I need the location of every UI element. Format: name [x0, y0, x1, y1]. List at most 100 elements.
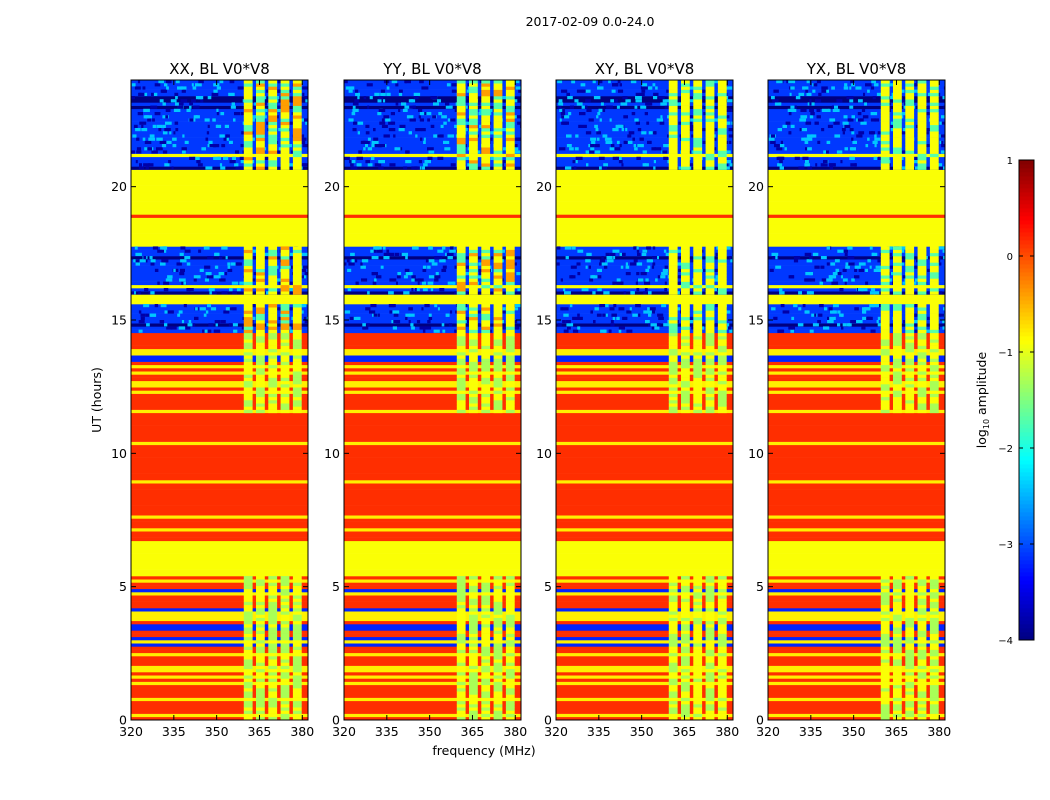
heatmap-row: [131, 198, 308, 202]
band-cell: [292, 678, 302, 682]
heatmap-speckle: [599, 262, 602, 266]
band-cell: [456, 585, 466, 590]
heatmap-speckle: [912, 320, 918, 324]
heatmap-row: [556, 336, 733, 340]
heatmap-speckle: [876, 92, 882, 96]
heatmap-row: [131, 192, 308, 196]
band-cell: [893, 604, 902, 609]
heatmap-row: [768, 627, 945, 631]
heatmap-row: [131, 598, 308, 602]
band-cell: [880, 115, 890, 119]
band-cell: [456, 86, 466, 90]
heatmap-speckle: [346, 259, 350, 263]
band-cell: [681, 697, 690, 702]
y-axis-label: UT (hours): [89, 367, 104, 433]
band-cell: [469, 92, 478, 97]
heatmap-speckle: [164, 83, 168, 87]
band-cell: [681, 259, 690, 263]
band-cell: [256, 259, 265, 263]
heatmap-speckle: [827, 124, 833, 128]
heatmap-speckle: [813, 83, 818, 87]
band-cell: [668, 144, 678, 148]
heatmap-speckle: [829, 166, 833, 170]
band-cell: [717, 92, 727, 97]
heatmap-speckle: [812, 89, 816, 93]
heatmap-speckle: [828, 307, 833, 311]
heatmap-speckle: [875, 265, 883, 269]
heatmap-row: [556, 195, 733, 199]
band-cell: [469, 326, 478, 330]
heatmap-row: [131, 681, 308, 686]
band-cell: [243, 291, 253, 295]
heatmap-speckle: [212, 144, 220, 148]
heatmap-speckle: [616, 156, 622, 160]
band-cell: [893, 348, 902, 353]
heatmap-speckle: [804, 291, 812, 295]
band-cell: [505, 627, 515, 631]
band-cell: [880, 147, 890, 151]
band-cell: [893, 608, 902, 612]
heatmap-row: [131, 140, 308, 145]
band-cell: [681, 601, 690, 606]
heatmap-speckle: [352, 108, 359, 112]
heatmap-speckle: [926, 291, 932, 295]
heatmap-speckle: [392, 310, 400, 314]
heatmap-speckle: [402, 108, 408, 112]
heatmap-row: [768, 582, 945, 586]
heatmap-speckle: [140, 316, 145, 320]
heatmap-speckle: [876, 320, 879, 324]
band-cell: [256, 617, 265, 622]
heatmap-row: [768, 198, 945, 202]
band-cell: [693, 396, 703, 401]
heatmap-speckle: [213, 89, 218, 93]
heatmap-speckle: [465, 272, 470, 276]
band-cell: [481, 160, 491, 164]
heatmap-speckle: [160, 304, 167, 308]
heatmap-speckle: [577, 272, 581, 276]
band-cell: [880, 291, 890, 295]
band-cell: [717, 374, 727, 378]
heatmap-speckle: [651, 265, 655, 269]
heatmap-row: [131, 339, 308, 343]
heatmap-row: [768, 304, 945, 308]
x-tick-label: 365: [248, 724, 272, 739]
heatmap-speckle: [405, 80, 411, 84]
heatmap-row: [131, 633, 308, 638]
heatmap-image: [131, 80, 308, 720]
heatmap-row: [131, 368, 308, 372]
heatmap-speckle: [232, 291, 237, 295]
band-cell: [481, 332, 491, 337]
heatmap-speckle: [430, 96, 437, 100]
heatmap-speckle: [597, 137, 600, 141]
heatmap-speckle: [430, 288, 434, 292]
y-tick-label: 15: [536, 313, 552, 328]
band-cell: [481, 633, 491, 638]
heatmap-speckle: [800, 115, 808, 119]
band-cell: [292, 112, 302, 116]
band-cell: [893, 627, 902, 631]
heatmap-row: [556, 380, 733, 385]
band-cell: [243, 92, 253, 97]
band-cell: [243, 156, 253, 161]
band-cell: [668, 678, 678, 682]
band-cell: [243, 326, 253, 330]
heatmap-row: [344, 134, 521, 138]
band-cell: [268, 83, 278, 87]
band-cell: [456, 121, 466, 126]
heatmap-speckle: [145, 166, 149, 170]
band-cell: [456, 361, 466, 366]
band-cell: [505, 636, 515, 641]
heatmap-row: [768, 96, 945, 100]
heatmap-speckle: [602, 313, 606, 317]
band-cell: [681, 275, 690, 279]
band-cell: [292, 380, 302, 385]
heatmap-speckle: [154, 112, 161, 116]
band-cell: [280, 291, 290, 295]
band-cell: [256, 716, 265, 720]
heatmap-row: [556, 313, 733, 318]
band-cell: [493, 582, 503, 586]
band-cell: [469, 704, 478, 708]
heatmap-row: [131, 364, 308, 369]
band-cell: [481, 595, 491, 599]
band-cell: [256, 665, 265, 670]
